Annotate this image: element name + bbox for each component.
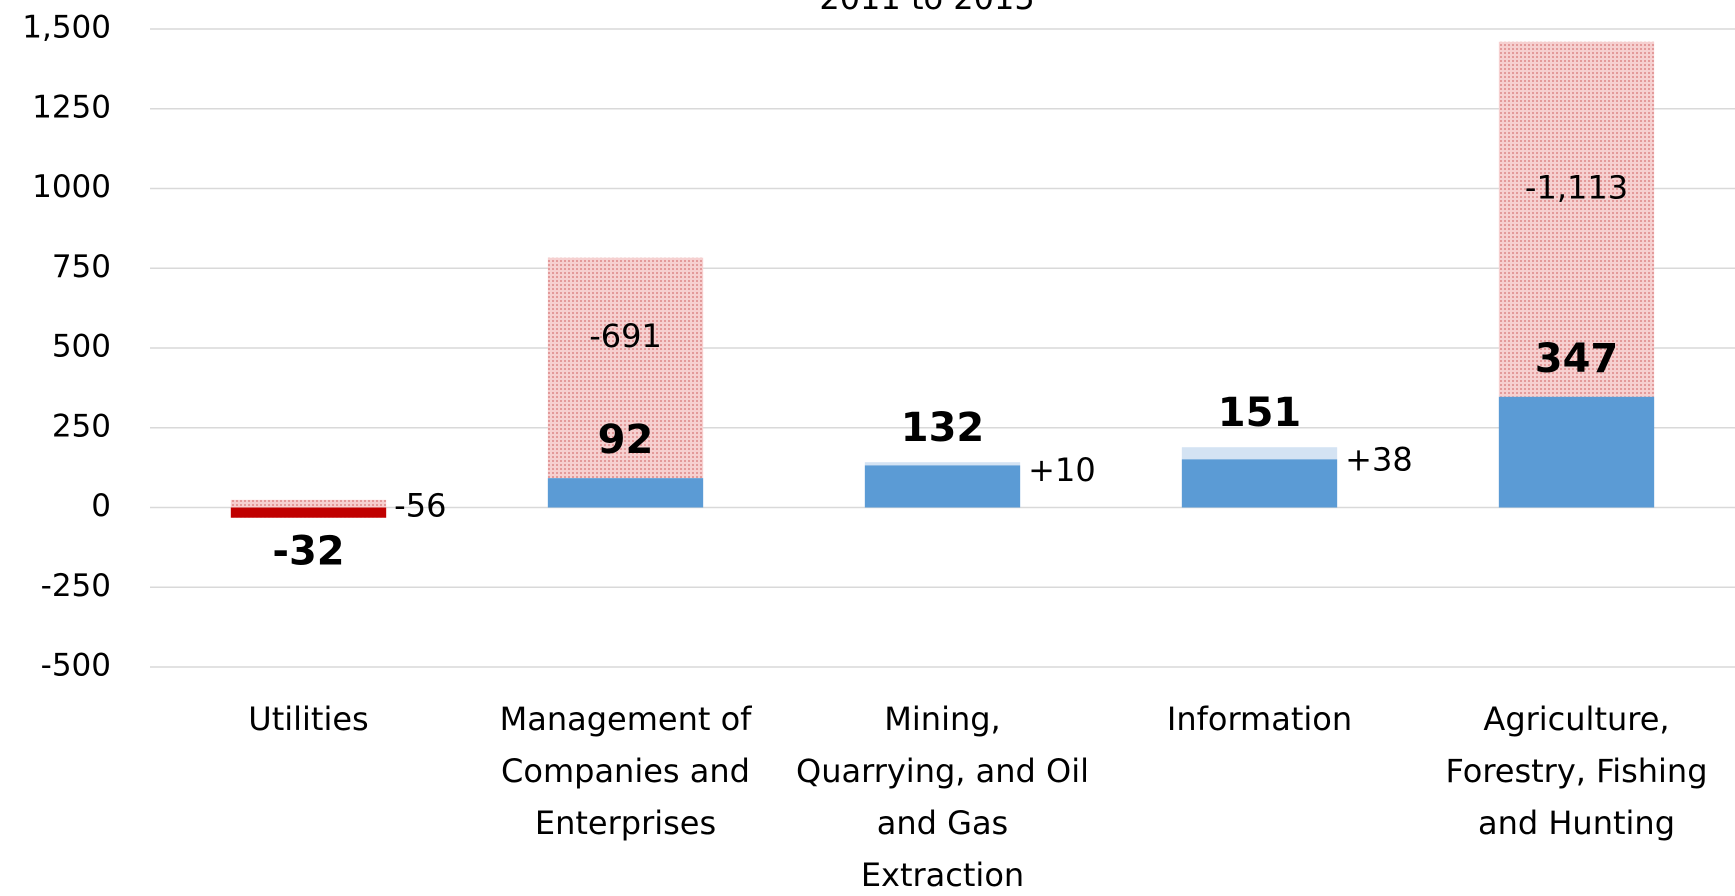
y-tick-label: 0 — [91, 488, 111, 524]
y-tick-label: 250 — [52, 408, 111, 444]
value-label: 347 — [1535, 336, 1619, 382]
bar — [1181, 459, 1338, 508]
bar — [1498, 396, 1655, 508]
chart-subtitle: 2011 to 2015 — [819, 0, 1034, 17]
increase-bar — [1181, 447, 1338, 460]
change-label: -691 — [589, 317, 662, 355]
y-tick-label: -500 — [41, 648, 111, 684]
y-tick-label: 1250 — [32, 89, 111, 125]
x-tick-label: Companies and — [501, 752, 750, 790]
bar — [230, 507, 387, 518]
y-tick-label: 500 — [52, 329, 111, 365]
value-label: 92 — [598, 417, 654, 463]
value-label: 132 — [901, 405, 985, 451]
x-tick-label: and Gas — [877, 804, 1008, 842]
change-label: +38 — [1345, 440, 1413, 478]
bar — [547, 478, 704, 508]
change-label: -56 — [394, 487, 446, 525]
y-tick-label: 1,500 — [22, 10, 111, 46]
x-tick-label: Forestry, Fishing — [1445, 752, 1707, 790]
y-tick-label: -250 — [41, 568, 111, 604]
x-tick-label: Mining, — [884, 700, 1000, 738]
bar — [864, 465, 1021, 508]
y-tick-label: 750 — [52, 249, 111, 285]
value-label: 151 — [1218, 390, 1302, 436]
x-tick-label: Agriculture, — [1483, 700, 1669, 738]
x-tick-label: Management of — [500, 700, 753, 738]
change-label: -1,113 — [1525, 168, 1628, 206]
value-label: -32 — [272, 529, 344, 575]
increase-bar — [864, 462, 1021, 466]
x-tick-label: Utilities — [248, 700, 368, 738]
change-label: +10 — [1028, 451, 1096, 489]
x-tick-label: Quarrying, and Oil — [796, 752, 1089, 790]
x-tick-label: Information — [1167, 700, 1352, 738]
x-tick-label: Enterprises — [535, 804, 716, 842]
x-tick-label: Extraction — [861, 856, 1024, 894]
x-tick-label: and Hunting — [1478, 804, 1675, 842]
decrease-bar — [547, 257, 704, 479]
decrease-bar — [1498, 41, 1655, 397]
y-tick-label: 1000 — [32, 169, 111, 205]
